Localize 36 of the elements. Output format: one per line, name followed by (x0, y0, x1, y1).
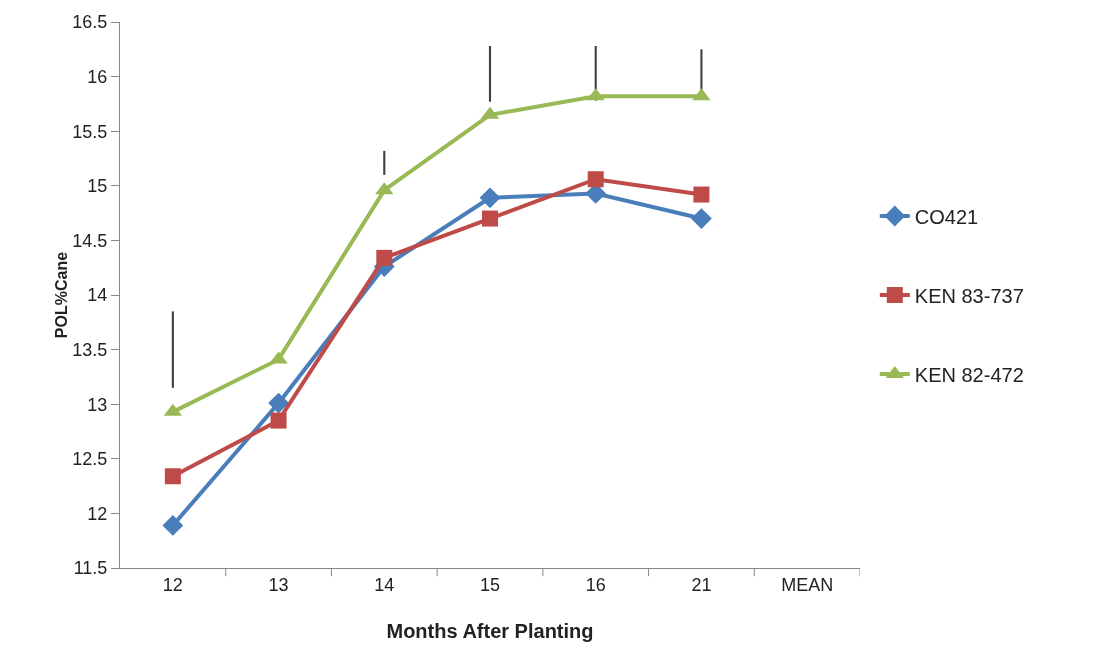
y-tick-label: 12.5 (72, 449, 108, 470)
y-axis-title: POL%Cane (53, 251, 71, 339)
point (376, 249, 393, 266)
point (693, 186, 710, 203)
y-tick-label: 12 (87, 503, 108, 524)
y-tick-label: 14 (87, 285, 108, 306)
point (270, 412, 287, 429)
y-tick-label: 16 (87, 66, 108, 87)
point (691, 208, 712, 229)
point (587, 171, 604, 188)
point (482, 210, 498, 227)
x-axis-title: Months After Planting (386, 620, 594, 642)
point (164, 468, 181, 485)
point (268, 392, 289, 414)
x-tick-label: 21 (691, 574, 712, 595)
point (479, 187, 501, 209)
y-tick-label: 11.5 (73, 558, 108, 579)
x-tick-label: 14 (374, 574, 395, 595)
x-tick-label: MEAN (781, 574, 834, 595)
x-tick-label: 13 (268, 574, 289, 595)
bar (488, 46, 492, 102)
legend-label: KEN 83-737 (914, 284, 1024, 307)
bar (171, 311, 174, 388)
x-tick-label: 15 (479, 574, 501, 595)
x-tick-label: 12 (162, 574, 183, 595)
y-tick-label: 13.5 (72, 339, 108, 360)
y-tick-label: 15 (87, 176, 108, 197)
x-tick-label: 16 (585, 574, 606, 595)
y-tick-label: 14.5 (72, 230, 108, 251)
y-tick-label: 13 (87, 394, 108, 415)
y-tick-label: 15.5 (72, 121, 108, 142)
bar (383, 150, 386, 175)
legend-label: CO421 (914, 205, 979, 228)
legend-label: KEN 82-472 (914, 363, 1024, 386)
point (162, 515, 184, 536)
y-tick-label: 16.5 (72, 12, 108, 33)
